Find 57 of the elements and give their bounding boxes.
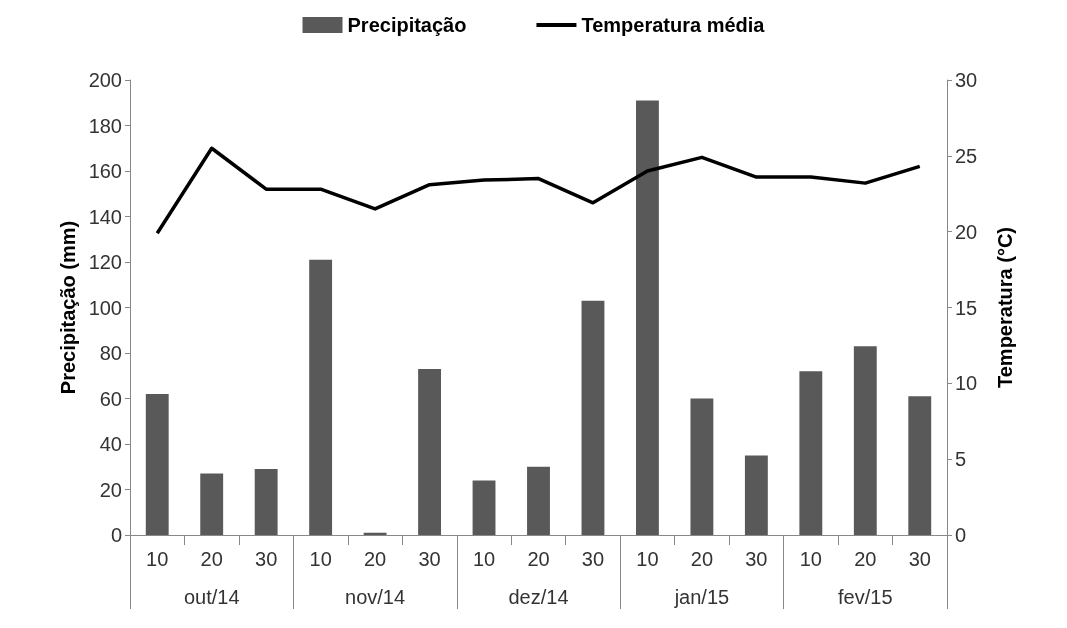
bar — [799, 371, 823, 535]
x-tick-label: 30 — [418, 548, 441, 570]
x-tick-label: 20 — [690, 548, 714, 570]
bar — [254, 469, 278, 535]
text: fev/15 — [838, 586, 893, 608]
legend-label: Precipitação — [347, 14, 467, 36]
y2-tick-label: 30 — [955, 69, 978, 91]
bar — [309, 259, 333, 535]
y-tick-label: 180 — [88, 114, 122, 137]
y2-tick-label: 20 — [955, 220, 978, 243]
x-tick-label: 30 — [255, 548, 278, 570]
x-tick-label: 20 — [854, 548, 877, 570]
x-tick-label: 10 — [636, 548, 659, 570]
x-tick-label: 30 — [581, 548, 605, 570]
text: jan/15 — [673, 586, 730, 608]
y-tick-label: 160 — [88, 160, 122, 182]
y-tick-label: 0 — [110, 524, 122, 546]
bar — [690, 398, 714, 535]
bar — [145, 393, 169, 535]
y2-tick-label: 0 — [955, 524, 967, 546]
line-series — [155, 146, 922, 235]
y-tick-label: 80 — [99, 342, 122, 364]
text: out/14 — [183, 586, 240, 608]
bar — [908, 396, 932, 535]
y-axis-title: Precipitação (mm) — [56, 220, 79, 395]
text: nov/14 — [345, 586, 406, 608]
bar — [527, 466, 550, 535]
y-tick-label: 60 — [99, 387, 122, 410]
bar — [853, 346, 877, 535]
y2-tick-label: 25 — [955, 144, 978, 167]
bar — [636, 100, 659, 535]
y-tick-label: 120 — [88, 251, 122, 273]
bar — [581, 300, 605, 535]
x-tick-label: 30 — [745, 548, 768, 570]
y-tick-label: 200 — [88, 69, 122, 91]
y2-tick-label: 10 — [955, 372, 978, 395]
x-tick-label: 20 — [200, 548, 223, 570]
x-tick-label: 20 — [527, 548, 550, 570]
bar — [744, 455, 768, 535]
y-tick-label: 140 — [88, 205, 122, 228]
x-tick-label: 10 — [472, 548, 496, 570]
x-tick-label: 10 — [309, 548, 332, 570]
bar — [472, 480, 496, 535]
bar — [418, 368, 441, 535]
y2-tick-label: 5 — [955, 448, 967, 471]
x-tick-label: 20 — [363, 548, 387, 570]
y-tick-label: 20 — [99, 478, 122, 501]
legend-label: Temperatura média — [581, 14, 766, 36]
y-tick-label: 100 — [88, 296, 122, 319]
text: dez/14 — [508, 586, 569, 608]
x-tick-label: 10 — [799, 548, 822, 570]
x-tick-label: 30 — [908, 548, 931, 570]
y-tick-label: 40 — [99, 433, 122, 455]
y2-tick-label: 15 — [955, 296, 978, 319]
bar — [200, 473, 224, 535]
y2-axis-title: Temperatura (°C) — [994, 227, 1016, 388]
x-tick-label: 10 — [146, 548, 169, 570]
